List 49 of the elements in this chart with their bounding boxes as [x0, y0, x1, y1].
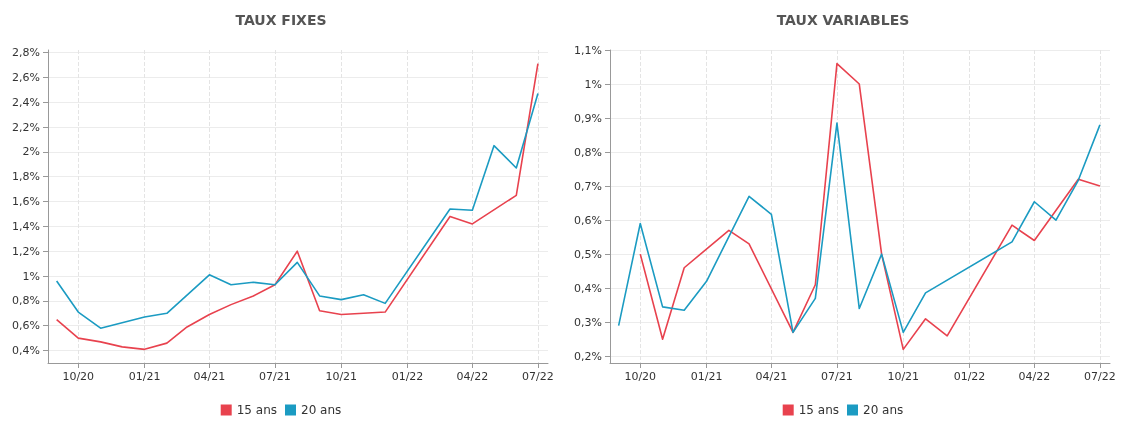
y-tick-label: 0,3% — [574, 315, 602, 329]
x-tick-label: 07/22 — [522, 370, 554, 383]
x-tick-label: 01/21 — [128, 370, 161, 383]
x-tick-label: 01/22 — [391, 370, 424, 383]
x-tick-label: 10/20 — [62, 370, 95, 383]
x-tick-label: 10/21 — [887, 370, 920, 383]
x-tick-label: 10/21 — [325, 370, 358, 383]
y-tick-label: 1,4% — [12, 219, 40, 233]
chart-title: TAUX FIXES — [235, 12, 327, 28]
y-tick-label: 0,4% — [574, 281, 602, 295]
y-tick-label: 2,2% — [12, 120, 40, 134]
y-tick-label: 2,8% — [12, 45, 40, 59]
y-tick-label: 2% — [22, 145, 40, 159]
y-tick-label: 0,4% — [12, 344, 40, 358]
legend-label: 20 ans — [863, 403, 904, 417]
y-tick-label: 1,6% — [12, 195, 40, 209]
legend-label: 15 ans — [798, 403, 839, 417]
line-series — [639, 62, 1101, 351]
x-tick-label: 07/22 — [1084, 370, 1116, 383]
x-tick-label: 04/22 — [1018, 370, 1051, 383]
x-tick-label: 07/21 — [259, 370, 291, 383]
y-tick-label: 1,1% — [574, 43, 602, 57]
y-tick-label: 1% — [584, 77, 602, 91]
y-tick-label: 0,6% — [574, 213, 602, 227]
line-series — [55, 62, 539, 351]
legend-label: 15 ans — [236, 403, 277, 417]
y-tick-label: 0,6% — [12, 319, 40, 333]
y-tick-label: 1% — [22, 269, 40, 283]
y-tick-label: 2,6% — [12, 70, 40, 84]
x-tick-label: 04/21 — [755, 370, 788, 383]
x-tick-label: 10/20 — [624, 370, 657, 383]
x-tick-label: 04/22 — [456, 370, 489, 383]
y-tick-label: 1,8% — [12, 170, 40, 184]
line-series — [55, 92, 539, 330]
x-tick-label: 01/22 — [953, 370, 986, 383]
y-tick-label: 0,5% — [574, 247, 602, 261]
chart-title: TAUX VARIABLES — [776, 12, 910, 28]
y-tick-label: 2,4% — [12, 95, 40, 109]
y-tick-label: 0,2% — [574, 349, 602, 363]
y-tick-label: 0,7% — [574, 179, 602, 193]
legend-label: 20 ans — [301, 403, 342, 417]
y-tick-label: 0,8% — [12, 294, 40, 308]
line-series — [617, 122, 1101, 334]
x-tick-label: 04/21 — [193, 370, 226, 383]
x-tick-label: 01/21 — [690, 370, 723, 383]
y-tick-label: 0,8% — [574, 145, 602, 159]
y-tick-label: 1,2% — [12, 244, 40, 258]
x-tick-label: 07/21 — [821, 370, 853, 383]
y-tick-label: 0,9% — [574, 111, 602, 125]
